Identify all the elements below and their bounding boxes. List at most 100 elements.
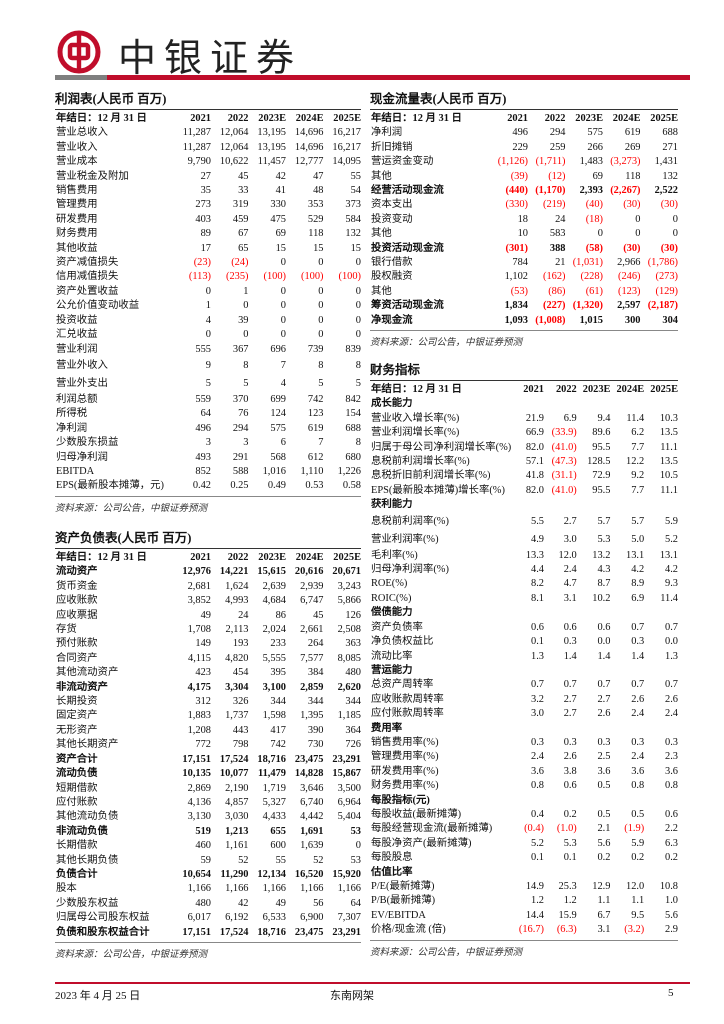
cell-value: 2,393: [579, 185, 603, 197]
row-label: 营运能力: [371, 664, 413, 676]
year-header: 2023E: [575, 113, 603, 124]
financial-ratios: 财务指标 年结日：12 月 31 日 2021 2022 2023E 2024E 2025…: [370, 362, 678, 958]
cell-value: 842: [345, 393, 361, 405]
cell-value: 0.3: [563, 636, 577, 648]
cell-value: 17,524: [219, 753, 249, 765]
cell-value: (41.0): [551, 441, 577, 453]
cell-value: 2.4: [631, 708, 645, 720]
cell-value: 11,290: [220, 868, 249, 880]
row-label: 信用减值损失: [56, 271, 119, 283]
cell-value: 5,866: [337, 595, 361, 607]
cell-value: 2.4: [631, 751, 645, 763]
row-label: 归属于母公司净利润增长率(%): [371, 441, 512, 453]
row-label: 无形资产: [56, 724, 98, 736]
table-row: 其他收益 17 65 15 15 15: [55, 242, 361, 256]
row-label: 投资变动: [371, 213, 413, 225]
data-table: 年结日：12 月 31 日 2021 2022 2023E 2024E 2025E 营业总收…: [55, 112, 361, 494]
cell-value: 132: [345, 228, 361, 240]
row-label: 研发费用: [56, 213, 98, 225]
cell-value: (16.7): [518, 924, 544, 936]
cell-value: 7.7: [631, 484, 645, 496]
table-row: 存货 1,708 2,113 2,024 2,661 2,508: [55, 623, 361, 637]
cell-value: 49: [200, 609, 211, 621]
row-label: 长期借款: [56, 840, 98, 852]
cell-value: 330: [270, 199, 286, 211]
table-row: 费用率: [370, 722, 678, 736]
cell-value: 6.9: [563, 412, 577, 424]
cell-value: 2,620: [337, 681, 361, 693]
cell-value: 57.1: [525, 456, 544, 468]
table-row: 每股股息 0.1 0.1 0.2 0.2 0.2: [370, 851, 678, 865]
cell-value: 5: [355, 377, 361, 389]
year-header: 2025E: [650, 384, 678, 395]
cell-value: 2,966: [617, 257, 641, 269]
cell-value: 0: [280, 285, 286, 297]
cell-value: [610, 498, 644, 512]
row-label: 长期投资: [56, 696, 98, 708]
table-row: 少数股东损益 3 3 6 7 8: [55, 436, 361, 450]
cell-value: (129): [655, 285, 678, 297]
row-label: 应付账款周转率: [371, 708, 444, 720]
cell-value: 89: [200, 228, 211, 240]
row-label: 营运资金变动: [371, 156, 434, 168]
year-header: 2021: [507, 113, 528, 124]
cell-value: 680: [345, 451, 361, 463]
header-bar-gray: [55, 75, 107, 80]
cell-value: 742: [270, 739, 286, 751]
table-row: 资产处置收益 0 1 0 0 0: [55, 285, 361, 299]
cell-value: 3,130: [187, 811, 211, 823]
cell-value: 7: [280, 359, 286, 371]
cell-value: 7: [318, 437, 324, 449]
cell-value: 367: [232, 343, 249, 355]
cell-value: 443: [232, 724, 249, 736]
cell-value: 3.6: [631, 765, 645, 777]
cell-value: (100): [263, 271, 286, 283]
cell-value: (24): [231, 257, 249, 269]
row-label: 流动资产: [56, 566, 98, 578]
cell-value: (30): [623, 242, 641, 254]
cell-value: 1.4: [631, 650, 645, 662]
cell-value: 5: [205, 377, 211, 389]
cell-value: (227): [542, 300, 566, 312]
cell-value: 20,616: [294, 566, 324, 578]
row-label: 总资产周转率: [371, 679, 434, 691]
table-row: 销售费用 35 33 41 48 54: [55, 184, 361, 198]
cell-value: 14.4: [525, 909, 544, 921]
cell-value: 1,185: [337, 710, 361, 722]
cell-value: 319: [232, 199, 249, 211]
cell-value: 291: [232, 451, 249, 463]
cell-value: [544, 722, 577, 736]
cell-value: [610, 606, 644, 620]
row-label: 营业利润率(%): [371, 533, 439, 545]
row-label: 负债和股东权益合计: [56, 926, 150, 938]
cell-value: 6,192: [225, 912, 249, 924]
cell-value: 56: [313, 897, 324, 909]
cell-value: 2,639: [262, 580, 286, 592]
cell-value: 15,920: [332, 868, 361, 880]
source-note: 资料来源：公司公告，中银证券预测: [370, 330, 678, 348]
cell-value: 852: [195, 465, 211, 477]
cell-value: (31.1): [551, 470, 577, 482]
cell-value: 0: [280, 314, 286, 326]
header-label: 年结日：12 月 31 日: [371, 113, 462, 124]
cell-value: 4,442: [300, 811, 324, 823]
cell-value: 6,747: [300, 595, 324, 607]
year-header: 2024E: [616, 384, 645, 395]
table-row: 价格/现金流 (倍) (16.7) (6.3) 3.1 (3.2) 2.9: [370, 923, 678, 937]
cell-value: (1,126): [497, 156, 528, 168]
cell-value: 0.3: [631, 736, 645, 748]
cell-value: 3,030: [225, 811, 249, 823]
row-label: 其他流动负债: [56, 811, 119, 823]
cell-value: 688: [662, 127, 678, 139]
cell-value: 344: [307, 696, 324, 708]
cell-value: 264: [307, 638, 324, 650]
cell-value: 11,287: [182, 141, 211, 153]
table-row: 营业利润率(%) 4.9 3.0 5.3 5.0 5.2: [370, 531, 678, 549]
cell-value: 0: [355, 285, 361, 297]
cell-value: 344: [345, 696, 361, 708]
data-table: 年结日：12 月 31 日 2021 2022 2023E 2024E 2025E 净利润 4…: [370, 112, 678, 328]
row-label: 筹资活动现金流: [371, 300, 444, 312]
cell-value: 8.1: [531, 592, 544, 604]
cell-value: [577, 866, 611, 880]
cell-value: 0.6: [563, 780, 577, 792]
